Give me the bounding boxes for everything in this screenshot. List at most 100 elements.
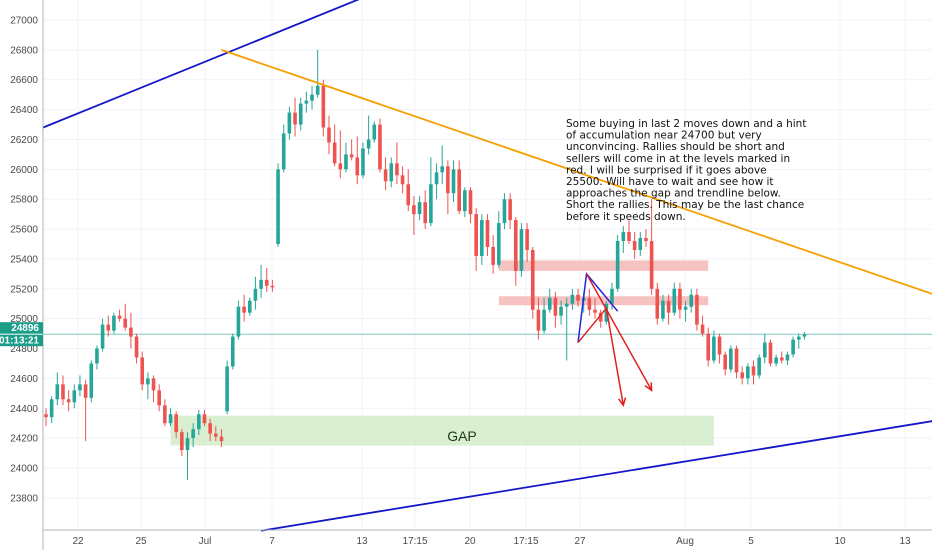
candle-body: [666, 300, 671, 313]
candle-body: [338, 163, 343, 170]
x-tick-label: 5: [748, 536, 754, 547]
candle-body: [429, 184, 433, 224]
x-tick-label: 17:15: [513, 536, 538, 547]
candle-body: [785, 354, 790, 361]
candle-body: [129, 327, 133, 337]
candle-body: [151, 378, 156, 391]
candle-body: [44, 414, 48, 418]
candle-body: [202, 414, 207, 424]
candle-body: [689, 294, 694, 307]
candle-body: [434, 172, 439, 185]
y-tick-label: 23800: [10, 493, 38, 504]
candle-body: [536, 309, 541, 331]
candle-body: [502, 199, 507, 224]
trendlines-layer[interactable]: [42, 0, 932, 532]
y-tick-label: 24600: [10, 374, 38, 385]
candle-body: [559, 306, 563, 316]
y-tick-label: 26800: [10, 45, 38, 56]
y-tick-label: 24800: [10, 344, 38, 355]
candle-body: [706, 333, 711, 361]
y-tick-label: 25000: [10, 314, 38, 325]
candle-body: [547, 297, 552, 310]
candle-body: [796, 336, 801, 340]
lower-channel[interactable]: [260, 344, 932, 532]
candle-body: [712, 336, 716, 361]
candle-body: [355, 157, 360, 176]
y-tick-label: 25800: [10, 195, 38, 206]
descending-resistance[interactable]: [221, 49, 932, 456]
projection-red-a: [585, 273, 653, 391]
candle-body: [655, 288, 660, 319]
candle-body: [208, 423, 212, 434]
candle-body: [791, 339, 795, 355]
annotation-text: Some buying in last 2 moves down and a h…: [566, 118, 806, 223]
annotation-line: Short the rallies. This may be the last …: [566, 199, 804, 211]
candle-body: [372, 124, 377, 140]
candle-body: [678, 288, 682, 310]
candle-body: [225, 366, 229, 412]
candle-body: [468, 190, 473, 215]
candle-body: [598, 312, 603, 322]
y-axis[interactable]: 23800 24000 24200 24400 24600 24800 25000 25200…: [10, 0, 44, 550]
candle-body: [191, 429, 195, 439]
annotation-line: sellers will come in at the levels marke…: [566, 153, 790, 165]
candle-body: [344, 154, 348, 170]
candle-body: [247, 300, 252, 313]
candle-body: [440, 166, 444, 173]
candle-body: [621, 232, 626, 242]
candle-body: [123, 318, 128, 328]
candle-body: [89, 363, 94, 398]
candle-body: [672, 288, 677, 313]
candle-body: [530, 249, 535, 310]
candle-body: [638, 238, 643, 250]
candle-body: [327, 127, 331, 143]
candle-body: [729, 348, 733, 370]
candle-body: [259, 279, 263, 289]
candle-body: [106, 324, 111, 331]
x-tick-label: 25: [135, 536, 147, 547]
candle-body: [112, 315, 116, 331]
candle-body: [604, 303, 609, 322]
candle-body: [474, 214, 478, 256]
candle-body: [321, 85, 326, 128]
candle-body: [332, 142, 337, 164]
candle-body: [174, 414, 178, 433]
candle-body: [768, 342, 773, 364]
candle-body: [508, 199, 512, 221]
candle-body: [61, 384, 65, 400]
grid-lines: [43, 0, 932, 530]
candle-body: [378, 124, 382, 170]
projection-red-b: [577, 306, 625, 406]
candle-body: [315, 85, 320, 95]
candle-body: [423, 202, 428, 224]
upper-channel[interactable]: [42, 0, 363, 129]
x-axis[interactable]: 22 25 Jul 7 13 17:15 20 17:15 27 Aug 5 10 13: [43, 529, 932, 547]
candle-body: [100, 324, 105, 349]
last-price-badge: [0, 322, 43, 334]
candle-body: [446, 166, 450, 194]
projections-layer: [577, 272, 653, 407]
candle-body: [117, 315, 122, 319]
candle-body: [293, 112, 297, 125]
candle-body: [49, 399, 54, 418]
candle-body: [570, 294, 575, 304]
candle-body: [717, 336, 722, 355]
candle-body: [564, 303, 569, 307]
candle-body: [683, 306, 688, 310]
gap-zone: [170, 415, 714, 446]
candle-body: [383, 169, 388, 182]
candle-body: [270, 285, 275, 288]
x-tick-label: 13: [356, 536, 368, 547]
candle-body: [236, 306, 241, 337]
candle-body: [519, 229, 524, 271]
candle-body: [395, 163, 399, 176]
arrowhead: [618, 397, 627, 407]
y-tick-label: 25600: [10, 225, 38, 236]
candle-body: [168, 414, 173, 424]
annotation-line: unconvincing. Rallies should be short an…: [566, 141, 785, 153]
y-tick-label: 26600: [10, 75, 38, 86]
last-price-tag: 24896 01:13:21: [0, 322, 43, 347]
candle-body: [78, 384, 82, 391]
candle-body: [95, 348, 99, 364]
